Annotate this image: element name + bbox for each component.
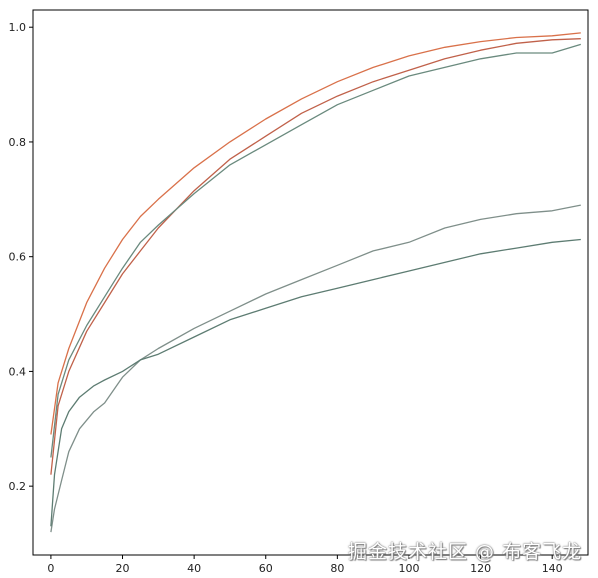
x-tick-label: 100 <box>398 562 419 575</box>
series-line-1 <box>50 32 581 435</box>
series-line-3 <box>50 43 581 458</box>
y-tick-label: 0.6 <box>9 251 27 264</box>
x-tick-label: 60 <box>259 562 273 575</box>
series-line-2 <box>50 38 581 475</box>
y-tick-label: 0.2 <box>9 480 27 493</box>
plot-frame <box>32 9 589 556</box>
series-layer <box>50 32 581 533</box>
series-line-5 <box>50 238 581 527</box>
series-line-4 <box>50 204 581 533</box>
y-tick-label: 0.8 <box>9 136 27 149</box>
x-tick-label: 120 <box>470 562 491 575</box>
y-tick-label: 1.0 <box>9 21 27 34</box>
x-tick-label: 80 <box>330 562 344 575</box>
y-tick-label: 0.4 <box>9 365 27 378</box>
x-tick-label: 40 <box>187 562 201 575</box>
x-tick-label: 0 <box>47 562 54 575</box>
x-tick-label: 20 <box>116 562 130 575</box>
x-tick-label: 140 <box>542 562 563 575</box>
x-axis: 0 20 40 60 80 100 120 140 <box>47 555 563 575</box>
watermark: 掘金技术社区 @ 布客飞龙 <box>348 541 583 563</box>
y-axis: 0.2 0.4 0.6 0.8 1.0 <box>9 21 33 493</box>
